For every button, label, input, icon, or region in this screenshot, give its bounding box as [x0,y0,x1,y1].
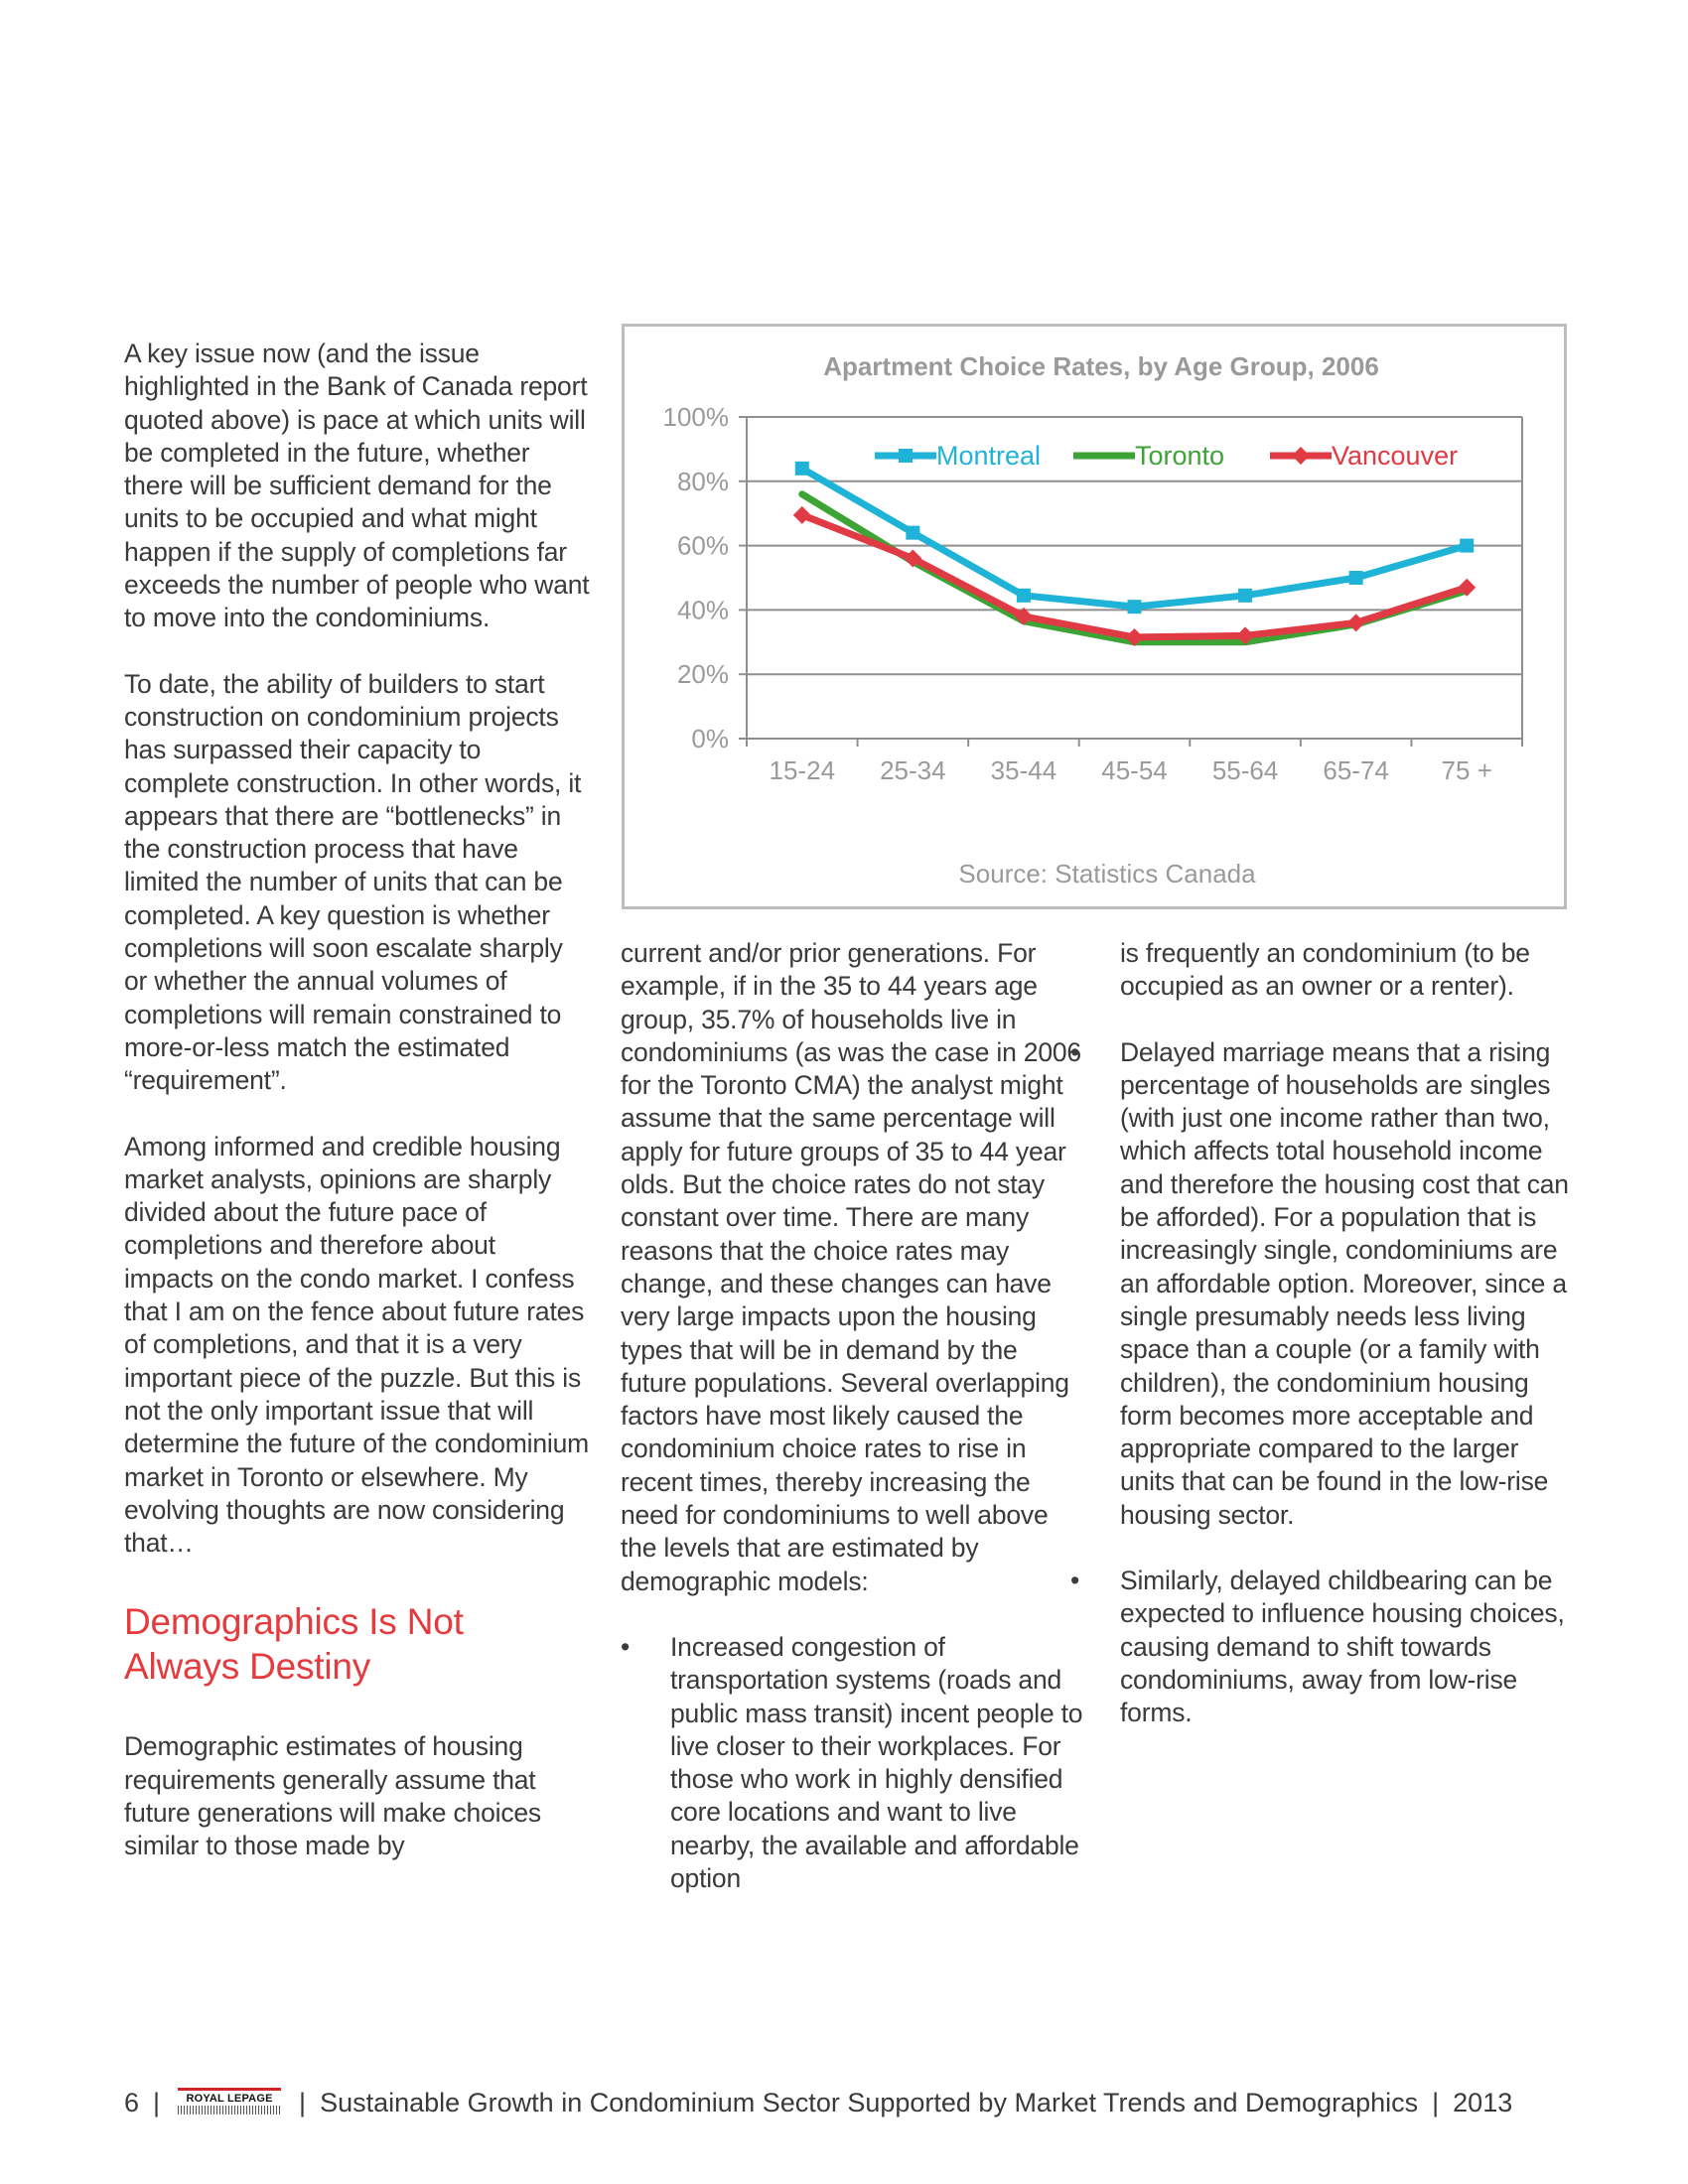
page-footer: 6 | ROYAL LEPAGE | Sustainable Growth in… [124,2083,1512,2122]
data-point [1016,588,1031,603]
axes: 0% 20% 40% 60% 80% 100% 15-24 25-34 35-44 45-54 55… [663,402,1523,785]
footer-separator: | [299,2087,307,2117]
x-tick-label: 15-24 [770,755,836,785]
bullet-item: • Similarly, delayed childbearing can be… [1070,1565,1577,1729]
data-point [1348,571,1363,585]
series-lines [792,461,1477,646]
legend-item-montreal: Montreal [875,441,1041,471]
y-tick-label: 60% [677,531,729,561]
x-tick-label: 55-64 [1212,755,1279,785]
bullet-text: Delayed marriage means that a rising per… [1120,1036,1569,1530]
bullet-text: Increased congestion of transportation s… [670,1631,1083,1894]
series-montreal [794,461,1475,614]
footer-separator: | [1432,2087,1440,2117]
line-chart: Apartment Choice Rates, by Age Group, 20… [663,351,1523,888]
bullet-dot: • [1070,1036,1080,1067]
section-heading-line: Demographics Is Not [124,1601,464,1643]
paragraph: current and/or prior generations. For ex… [621,938,1081,1596]
y-tick-label: 0% [691,724,729,753]
x-tick-label: 35-44 [991,755,1057,785]
section-heading: Demographics Is Not Always Destiny [124,1599,591,1689]
data-point [1460,538,1475,553]
data-point [906,525,920,540]
data-point [1014,607,1033,625]
paragraph: is frequently an condominium (to be occu… [1120,938,1530,1002]
y-tick-label: 40% [677,595,729,624]
series-line [798,465,1471,611]
legend-item-vancouver: Vancouver [1270,441,1458,471]
logo-pattern [178,2106,282,2115]
paragraph: A key issue now (and the issue highlight… [124,339,590,633]
footer-separator: | [153,2087,161,2117]
page-number: 6 [124,2087,140,2117]
royal-lepage-logo: ROYAL LEPAGE [178,2088,282,2117]
legend-label: Montreal [936,441,1041,471]
footer-year: 2013 [1453,2087,1513,2117]
text-column-middle: current and/or prior generations. For ex… [621,937,1087,1895]
text-column-right: is frequently an condominium (to be occu… [1070,937,1577,1730]
y-tick-label: 80% [677,467,729,496]
data-point [1458,578,1477,597]
chart-container: Apartment Choice Rates, by Age Group, 20… [622,324,1567,909]
chart-source: Source: Statistics Canada [958,859,1256,888]
chart-title: Apartment Choice Rates, by Age Group, 20… [823,351,1379,381]
bullet-item: • Increased congestion of transportation… [621,1631,1087,1895]
data-point [1238,588,1253,603]
paragraph: To date, the ability of builders to star… [124,668,582,1096]
paragraph: Among informed and credible housing mark… [124,1131,589,1559]
bullet-text: Similarly, delayed childbearing can be e… [1120,1566,1565,1728]
data-point [1125,627,1144,646]
data-point [794,461,809,476]
data-point [1127,600,1142,614]
legend-item-toronto: Toronto [1073,441,1224,471]
section-heading-line: Always Destiny [124,1646,371,1688]
data-point [1346,614,1365,632]
text-column-left: A key issue now (and the issue highlight… [124,338,591,1863]
y-tick-label: 100% [663,402,730,432]
bullet-dot: • [1070,1566,1080,1596]
x-tick-label: 25-34 [880,755,946,785]
data-point [899,449,913,463]
y-tick-label: 20% [677,659,729,689]
paragraph: Demographic estimates of housing require… [124,1731,541,1861]
data-point [792,505,811,524]
series-vancouver [792,505,1477,646]
legend-label: Toronto [1135,441,1224,471]
legend-label: Vancouver [1332,441,1458,471]
legend: Montreal Toronto Vancouver [875,441,1458,471]
bullet-item: • Delayed marriage means that a rising p… [1070,1036,1577,1532]
x-tick-label: 45-54 [1101,755,1168,785]
x-tick-label: 75 + [1442,755,1492,785]
bullet-dot: • [621,1631,631,1662]
data-point [904,549,922,568]
logo-wordmark: ROYAL LEPAGE [178,2088,282,2106]
x-tick-label: 65-74 [1323,755,1389,785]
data-point [1236,626,1255,645]
footer-title: Sustainable Growth in Condominium Sector… [320,2087,1419,2117]
data-point [1292,447,1310,465]
